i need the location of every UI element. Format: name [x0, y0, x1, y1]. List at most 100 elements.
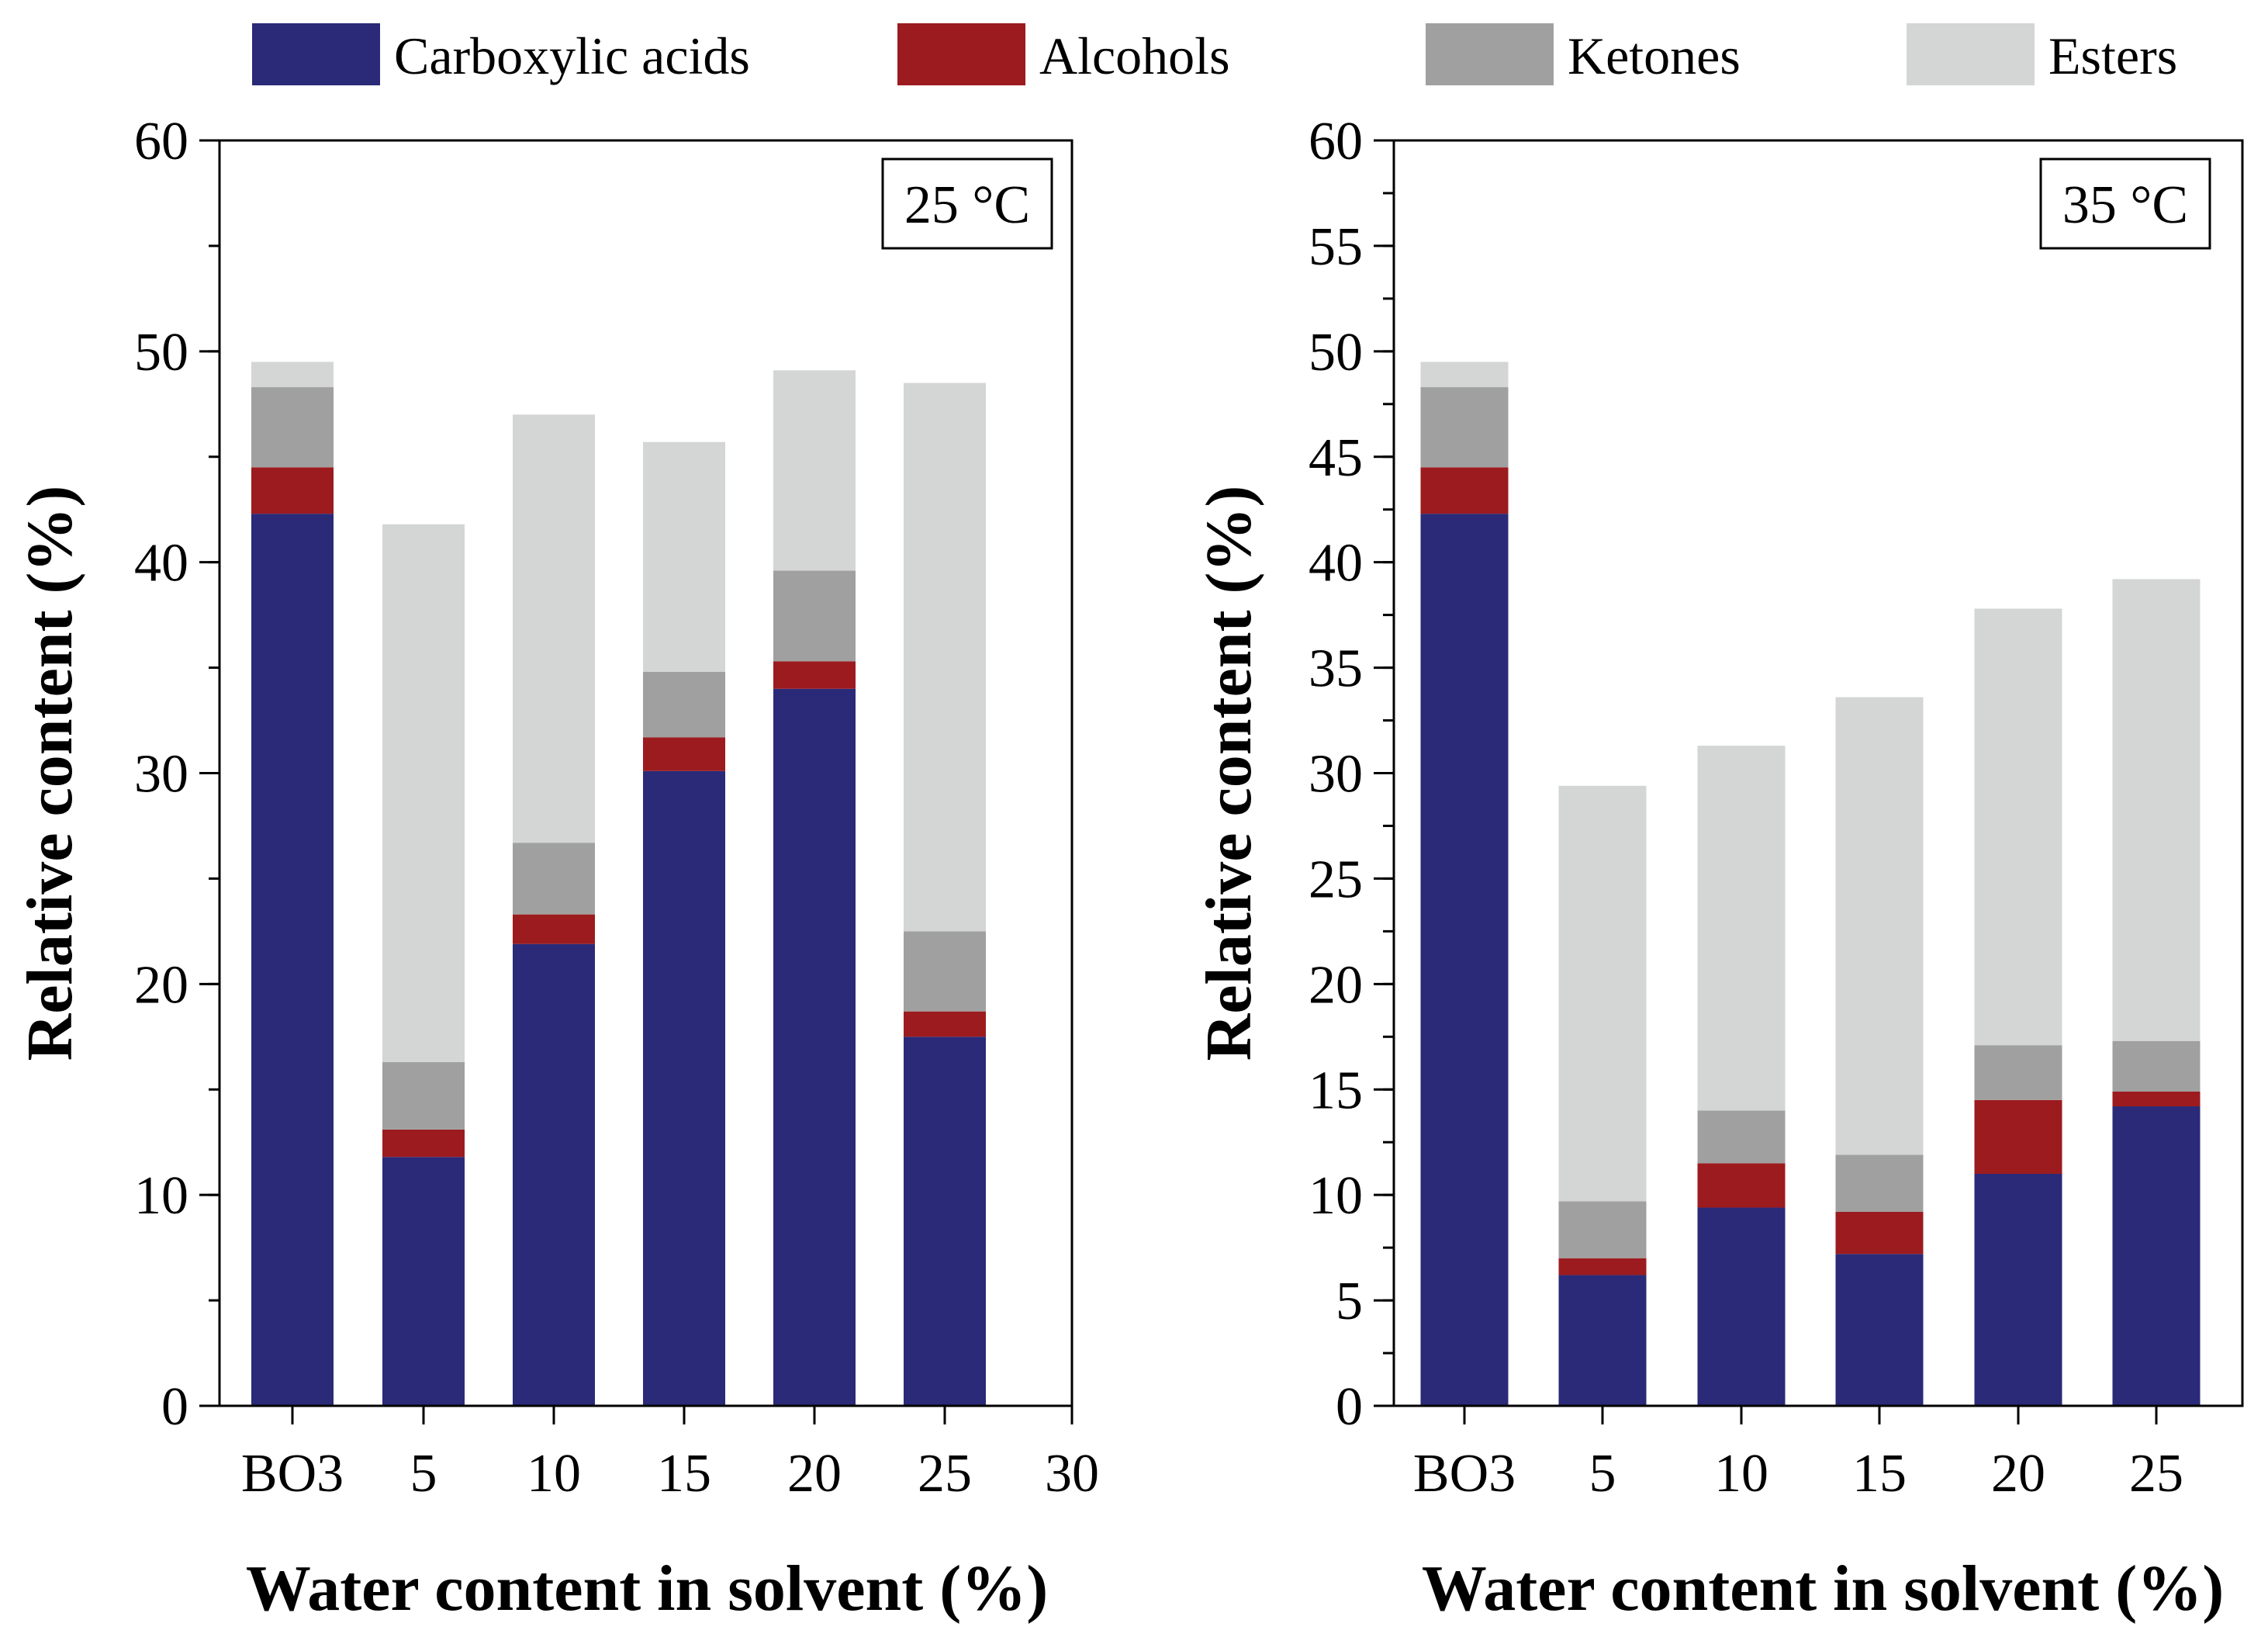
- legend-label-ketones: Ketones: [1568, 26, 1741, 85]
- x-tick-label: 15: [1852, 1444, 1907, 1504]
- x-tick-label: 25: [2129, 1444, 2183, 1504]
- temperature-label-box: [881, 157, 1053, 250]
- bar-esters-5: [382, 524, 465, 1062]
- bar-ketones-bo3: [1420, 387, 1509, 468]
- bars: [251, 362, 986, 1406]
- bar-carboxylic-acids-15: [1835, 1254, 1924, 1406]
- bar-ketones-10: [1697, 1110, 1786, 1164]
- y-axis-title: Relative content (%): [1193, 486, 1265, 1061]
- x-tick-label: 5: [410, 1444, 437, 1504]
- bar-alcohols-15: [1835, 1211, 1924, 1255]
- y-tick-label: 30: [1309, 745, 1363, 805]
- bar-carboxylic-acids-25: [904, 1037, 986, 1406]
- bar-alcohols-10: [1697, 1163, 1786, 1208]
- bar-esters-5: [1558, 785, 1647, 1202]
- temperature-label: 35 °C: [2062, 175, 2188, 235]
- bar-alcohols-20: [1974, 1099, 2062, 1174]
- bar-carboxylic-acids-10: [513, 943, 595, 1406]
- y-tick-label: 0: [161, 1377, 188, 1437]
- y-axis: 0 10 20 30 40 50 60: [134, 112, 220, 1437]
- x-tick-label: 10: [527, 1444, 581, 1504]
- y-tick-label: 60: [1309, 112, 1363, 171]
- temperature-label: 25 °C: [904, 175, 1030, 235]
- x-axis: BO3 5 10 15 20 25 30: [241, 1406, 1099, 1504]
- bar-carboxylic-acids-25: [2112, 1106, 2201, 1406]
- y-tick-label: 0: [1336, 1377, 1363, 1437]
- bar-esters-bo3: [251, 362, 334, 388]
- legend-label-alcohols: Alcohols: [1039, 26, 1230, 85]
- bar-alcohols-25: [2112, 1091, 2201, 1106]
- x-axis-title: Water content in solvent (%): [246, 1552, 1048, 1625]
- legend-label-esters: Esters: [2048, 26, 2177, 85]
- bar-esters-10: [1697, 746, 1786, 1111]
- x-tick-label: 15: [657, 1444, 711, 1504]
- chart-panel-25c: 0 10 20 30 40 50 60 BO3 5 10 15 20 25 30 Water content…: [14, 112, 1099, 1625]
- bar-ketones-5: [1558, 1201, 1647, 1258]
- bar-ketones-20: [773, 570, 856, 662]
- bar-esters-10: [513, 414, 595, 843]
- legend-swatch-carboxylic-acids: [252, 23, 380, 85]
- x-tick-label: 10: [1714, 1444, 1768, 1504]
- y-tick-label: 10: [134, 1166, 188, 1226]
- y-axis: 0 5 10 15 20 25 30 35 40 45 50 55 60: [1309, 112, 1394, 1437]
- bar-alcohols-bo3: [251, 467, 334, 514]
- bar-ketones-15: [1835, 1154, 1924, 1212]
- y-tick-label: 15: [1309, 1061, 1363, 1120]
- temperature-label-box: [2039, 157, 2211, 250]
- bar-esters-bo3: [1420, 362, 1509, 388]
- bar-alcohols-15: [643, 737, 725, 771]
- legend-swatch-ketones: [1426, 23, 1554, 85]
- bar-ketones-15: [643, 672, 725, 738]
- bar-carboxylic-acids-bo3: [251, 514, 334, 1406]
- legend-label-carboxylic-acids: Carboxylic acids: [394, 26, 750, 85]
- y-tick-label: 60: [134, 112, 188, 171]
- bar-ketones-20: [1974, 1045, 2062, 1100]
- x-tick-label: 30: [1045, 1444, 1099, 1504]
- y-tick-label: 35: [1309, 639, 1363, 699]
- bar-esters-20: [773, 370, 856, 571]
- bar-ketones-25: [904, 931, 986, 1012]
- y-tick-label: 30: [134, 745, 188, 805]
- bar-carboxylic-acids-20: [1974, 1173, 2062, 1406]
- bar-ketones-25: [2112, 1040, 2201, 1092]
- y-tick-label: 20: [1309, 955, 1363, 1015]
- x-axis: BO3 5 10 15 20 25: [1413, 1406, 2183, 1504]
- y-tick-label: 55: [1309, 217, 1363, 277]
- x-tick-label: BO3: [241, 1444, 344, 1504]
- bars: [1420, 362, 2201, 1406]
- y-tick-label: 40: [134, 534, 188, 594]
- bar-alcohols-5: [1558, 1258, 1647, 1275]
- bar-esters-25: [904, 382, 986, 932]
- y-axis-title: Relative content (%): [14, 486, 86, 1061]
- bar-carboxylic-acids-bo3: [1420, 514, 1509, 1406]
- bar-alcohols-20: [773, 661, 856, 689]
- y-tick-label: 50: [1309, 323, 1363, 382]
- bar-carboxylic-acids-15: [643, 770, 725, 1406]
- bar-ketones-10: [513, 843, 595, 915]
- bar-ketones-5: [382, 1061, 465, 1130]
- chart-panel-35c: 0 5 10 15 20 25 30 35 40 45 50 55 60 BO3 5 10 15 20 25 Wate…: [1193, 112, 2244, 1625]
- bar-carboxylic-acids-5: [1558, 1275, 1647, 1406]
- x-tick-label: 25: [918, 1444, 972, 1504]
- y-tick-label: 25: [1309, 850, 1363, 909]
- bar-carboxylic-acids-20: [773, 688, 856, 1406]
- x-tick-label: 5: [1589, 1444, 1616, 1504]
- bar-carboxylic-acids-5: [382, 1157, 465, 1406]
- legend-swatch-esters: [1907, 23, 2035, 85]
- x-tick-label: BO3: [1413, 1444, 1516, 1504]
- y-tick-label: 40: [1309, 534, 1363, 594]
- bar-esters-15: [643, 441, 725, 673]
- y-tick-label: 50: [134, 323, 188, 382]
- x-tick-label: 20: [787, 1444, 842, 1504]
- bar-esters-15: [1835, 697, 1924, 1155]
- x-tick-label: 20: [1991, 1444, 2045, 1504]
- bar-alcohols-bo3: [1420, 467, 1509, 514]
- x-axis-title: Water content in solvent (%): [1422, 1552, 2224, 1625]
- y-tick-label: 45: [1309, 428, 1363, 488]
- bar-carboxylic-acids-10: [1697, 1207, 1786, 1406]
- y-tick-label: 10: [1309, 1166, 1363, 1226]
- bar-alcohols-10: [513, 914, 595, 944]
- bar-esters-25: [2112, 579, 2201, 1041]
- legend: Carboxylic acids Alcohols Ketones Esters: [252, 23, 2177, 85]
